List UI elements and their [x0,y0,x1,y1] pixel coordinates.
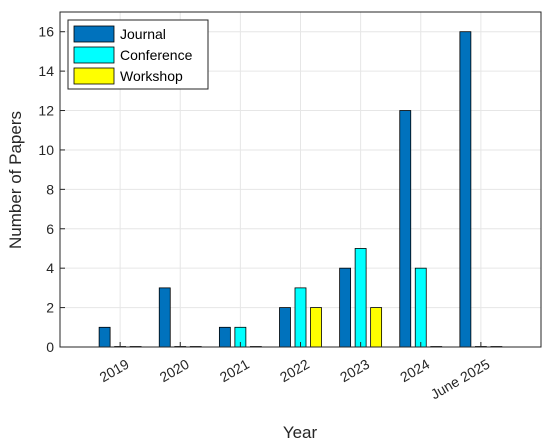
y-tick-label: 4 [46,260,54,276]
y-axis-title: Number of Papers [6,111,25,249]
bar-conference-2024 [414,267,427,348]
y-tick-label: 0 [46,339,54,355]
x-tick-label: June 2025 [428,356,493,403]
bars [98,31,503,348]
y-tick-label: 8 [46,181,54,197]
bar-conference-2022 [294,287,307,348]
x-tick-label: 2022 [277,356,312,386]
bar-journal-2024 [399,110,412,348]
bar-journal-2021 [218,326,231,348]
bar-journal-june-2025 [459,31,472,348]
y-tick-label: 12 [38,103,54,119]
bar-workshop-2022 [310,307,322,348]
x-tick-label: 2023 [337,356,372,386]
bar-workshop-2023 [370,307,383,348]
y-tick-label: 2 [46,300,54,316]
y-axis-ticks: 0 2 4 6 8 10 12 14 16 [38,24,65,355]
legend-label: Conference [120,47,193,63]
y-tick-label: 6 [46,221,54,237]
x-tick-label: 2020 [157,356,192,386]
bar-conference-2023 [354,248,367,348]
bar-journal-2019 [98,326,111,348]
legend: Journal Conference Workshop [67,19,209,90]
y-tick-label: 14 [38,63,54,79]
x-tick-label: 2021 [217,356,252,386]
x-tick-label: 2024 [397,356,432,386]
bar-journal-2022 [279,307,291,348]
x-axis-title: Year [283,423,318,442]
x-tick-label: 2019 [97,356,132,386]
y-tick-label: 10 [38,142,54,158]
legend-swatch [73,46,115,64]
legend-swatch [73,67,115,85]
legend-label: Workshop [120,68,183,84]
bar-journal-2020 [158,287,171,348]
y-tick-label: 16 [38,24,54,40]
legend-swatch [73,25,115,43]
bar-journal-2023 [339,267,352,348]
legend-label: Journal [120,26,166,42]
